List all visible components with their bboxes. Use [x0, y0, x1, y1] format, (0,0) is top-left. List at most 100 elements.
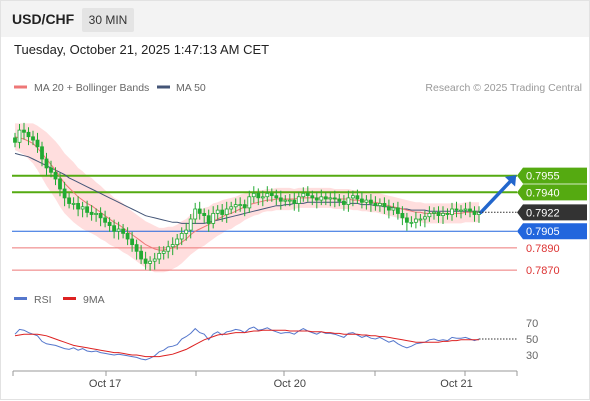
rsi-ma-line: [14, 329, 479, 358]
rsi-legend-swatch: [14, 297, 27, 300]
candle: [400, 206, 405, 226]
candle: [472, 206, 477, 222]
candle: [310, 190, 315, 206]
candle: [368, 194, 373, 212]
candle: [224, 201, 229, 223]
candle: [157, 246, 162, 264]
candle: [31, 130, 35, 146]
rsi-legend-label: RSI: [34, 294, 52, 306]
timeframe-button[interactable]: 30 MIN: [82, 8, 134, 32]
candle: [166, 240, 171, 259]
candle: [409, 216, 414, 228]
candle: [251, 186, 256, 203]
candle: [85, 200, 89, 218]
candle: [413, 211, 418, 229]
candle: [107, 217, 112, 232]
candle: [238, 197, 243, 212]
candle: [103, 210, 107, 228]
candle: [296, 191, 301, 212]
bollinger-band: [15, 123, 479, 273]
ma20-legend-label: MA 20 + Bollinger Bands: [34, 82, 149, 94]
candle: [319, 189, 324, 206]
candle: [323, 191, 328, 206]
header-bar: USD/CHF 30 MIN: [1, 1, 589, 37]
candle: [265, 186, 270, 202]
candle: [391, 202, 396, 216]
candle: [35, 132, 40, 153]
candle: [89, 205, 94, 221]
candle: [364, 195, 369, 210]
candle: [463, 202, 468, 216]
rsi-ma-legend-label: 9MA: [83, 294, 105, 306]
rsi-tick-30: 30: [526, 350, 538, 362]
rsi-panel: 30 50 70: [14, 318, 538, 362]
ma20-line: [14, 136, 479, 251]
candle: [328, 191, 333, 207]
candle: [404, 212, 409, 231]
timestamp: Tuesday, October 21, 2025 1:47:13 AM CET: [14, 42, 270, 57]
candle: [130, 231, 135, 252]
candle: [382, 197, 387, 214]
candle: [359, 191, 364, 209]
x-tick-label: Oct 17: [89, 378, 121, 390]
forecast-arrow: [479, 175, 517, 215]
candle: [22, 122, 26, 140]
candle: [346, 190, 351, 212]
candle: [121, 224, 125, 239]
candle: [139, 245, 144, 264]
x-axis: Oct 17 Oct 20 Oct 21: [12, 371, 518, 390]
candle: [459, 205, 463, 219]
candle: [445, 208, 450, 220]
svg-text:0.7940: 0.7940: [526, 187, 560, 199]
candle: [283, 195, 288, 207]
candle: [292, 192, 297, 211]
svg-text:0.7870: 0.7870: [526, 265, 560, 277]
credit-text: Research © 2025 Trading Central: [425, 82, 582, 94]
candle: [53, 167, 58, 186]
candle: [143, 251, 148, 270]
candle: [184, 222, 189, 241]
rsi-tick-70: 70: [526, 318, 538, 330]
candle: [355, 189, 360, 204]
currency-pair-title: USD/CHF: [12, 11, 75, 27]
level-label-0.7905: 0.7905: [517, 223, 587, 240]
candle: [44, 152, 49, 177]
x-tick-label: Oct 20: [274, 378, 306, 390]
candle: [242, 199, 247, 217]
candle: [274, 189, 279, 206]
candle: [247, 190, 252, 213]
candle: [432, 207, 436, 220]
candle: [188, 214, 193, 239]
forecast-arrow-head: [504, 175, 517, 187]
level-lines: [12, 174, 517, 271]
candle: [341, 195, 346, 211]
candle: [49, 160, 53, 178]
forecast-arrow-line: [479, 179, 512, 215]
candle: [373, 196, 378, 211]
candle: [193, 202, 198, 224]
candle: [468, 201, 472, 218]
candle: [377, 198, 382, 212]
candle: [13, 132, 17, 148]
candle: [148, 256, 153, 271]
candle: [454, 201, 459, 218]
level-label-0.7890: 0.7890: [526, 243, 560, 255]
svg-text:0.7890: 0.7890: [526, 243, 560, 255]
svg-text:0.7922: 0.7922: [526, 207, 560, 219]
candle: [332, 190, 337, 208]
candle: [116, 221, 121, 240]
candle: [450, 202, 454, 221]
candle: [98, 207, 103, 227]
candle: [125, 227, 130, 246]
candle: [58, 172, 62, 197]
candle: [427, 206, 432, 222]
rsi-tick-50: 50: [526, 334, 538, 346]
rsi-line: [14, 326, 480, 361]
candle: [134, 239, 139, 260]
candle: [260, 190, 265, 207]
candle: [206, 209, 211, 232]
price-labels: 0.7955 0.7940 0.7905 0.7890 0.7870 0.7922: [517, 167, 587, 277]
candle: [314, 191, 319, 209]
svg-text:0.7905: 0.7905: [526, 226, 560, 238]
